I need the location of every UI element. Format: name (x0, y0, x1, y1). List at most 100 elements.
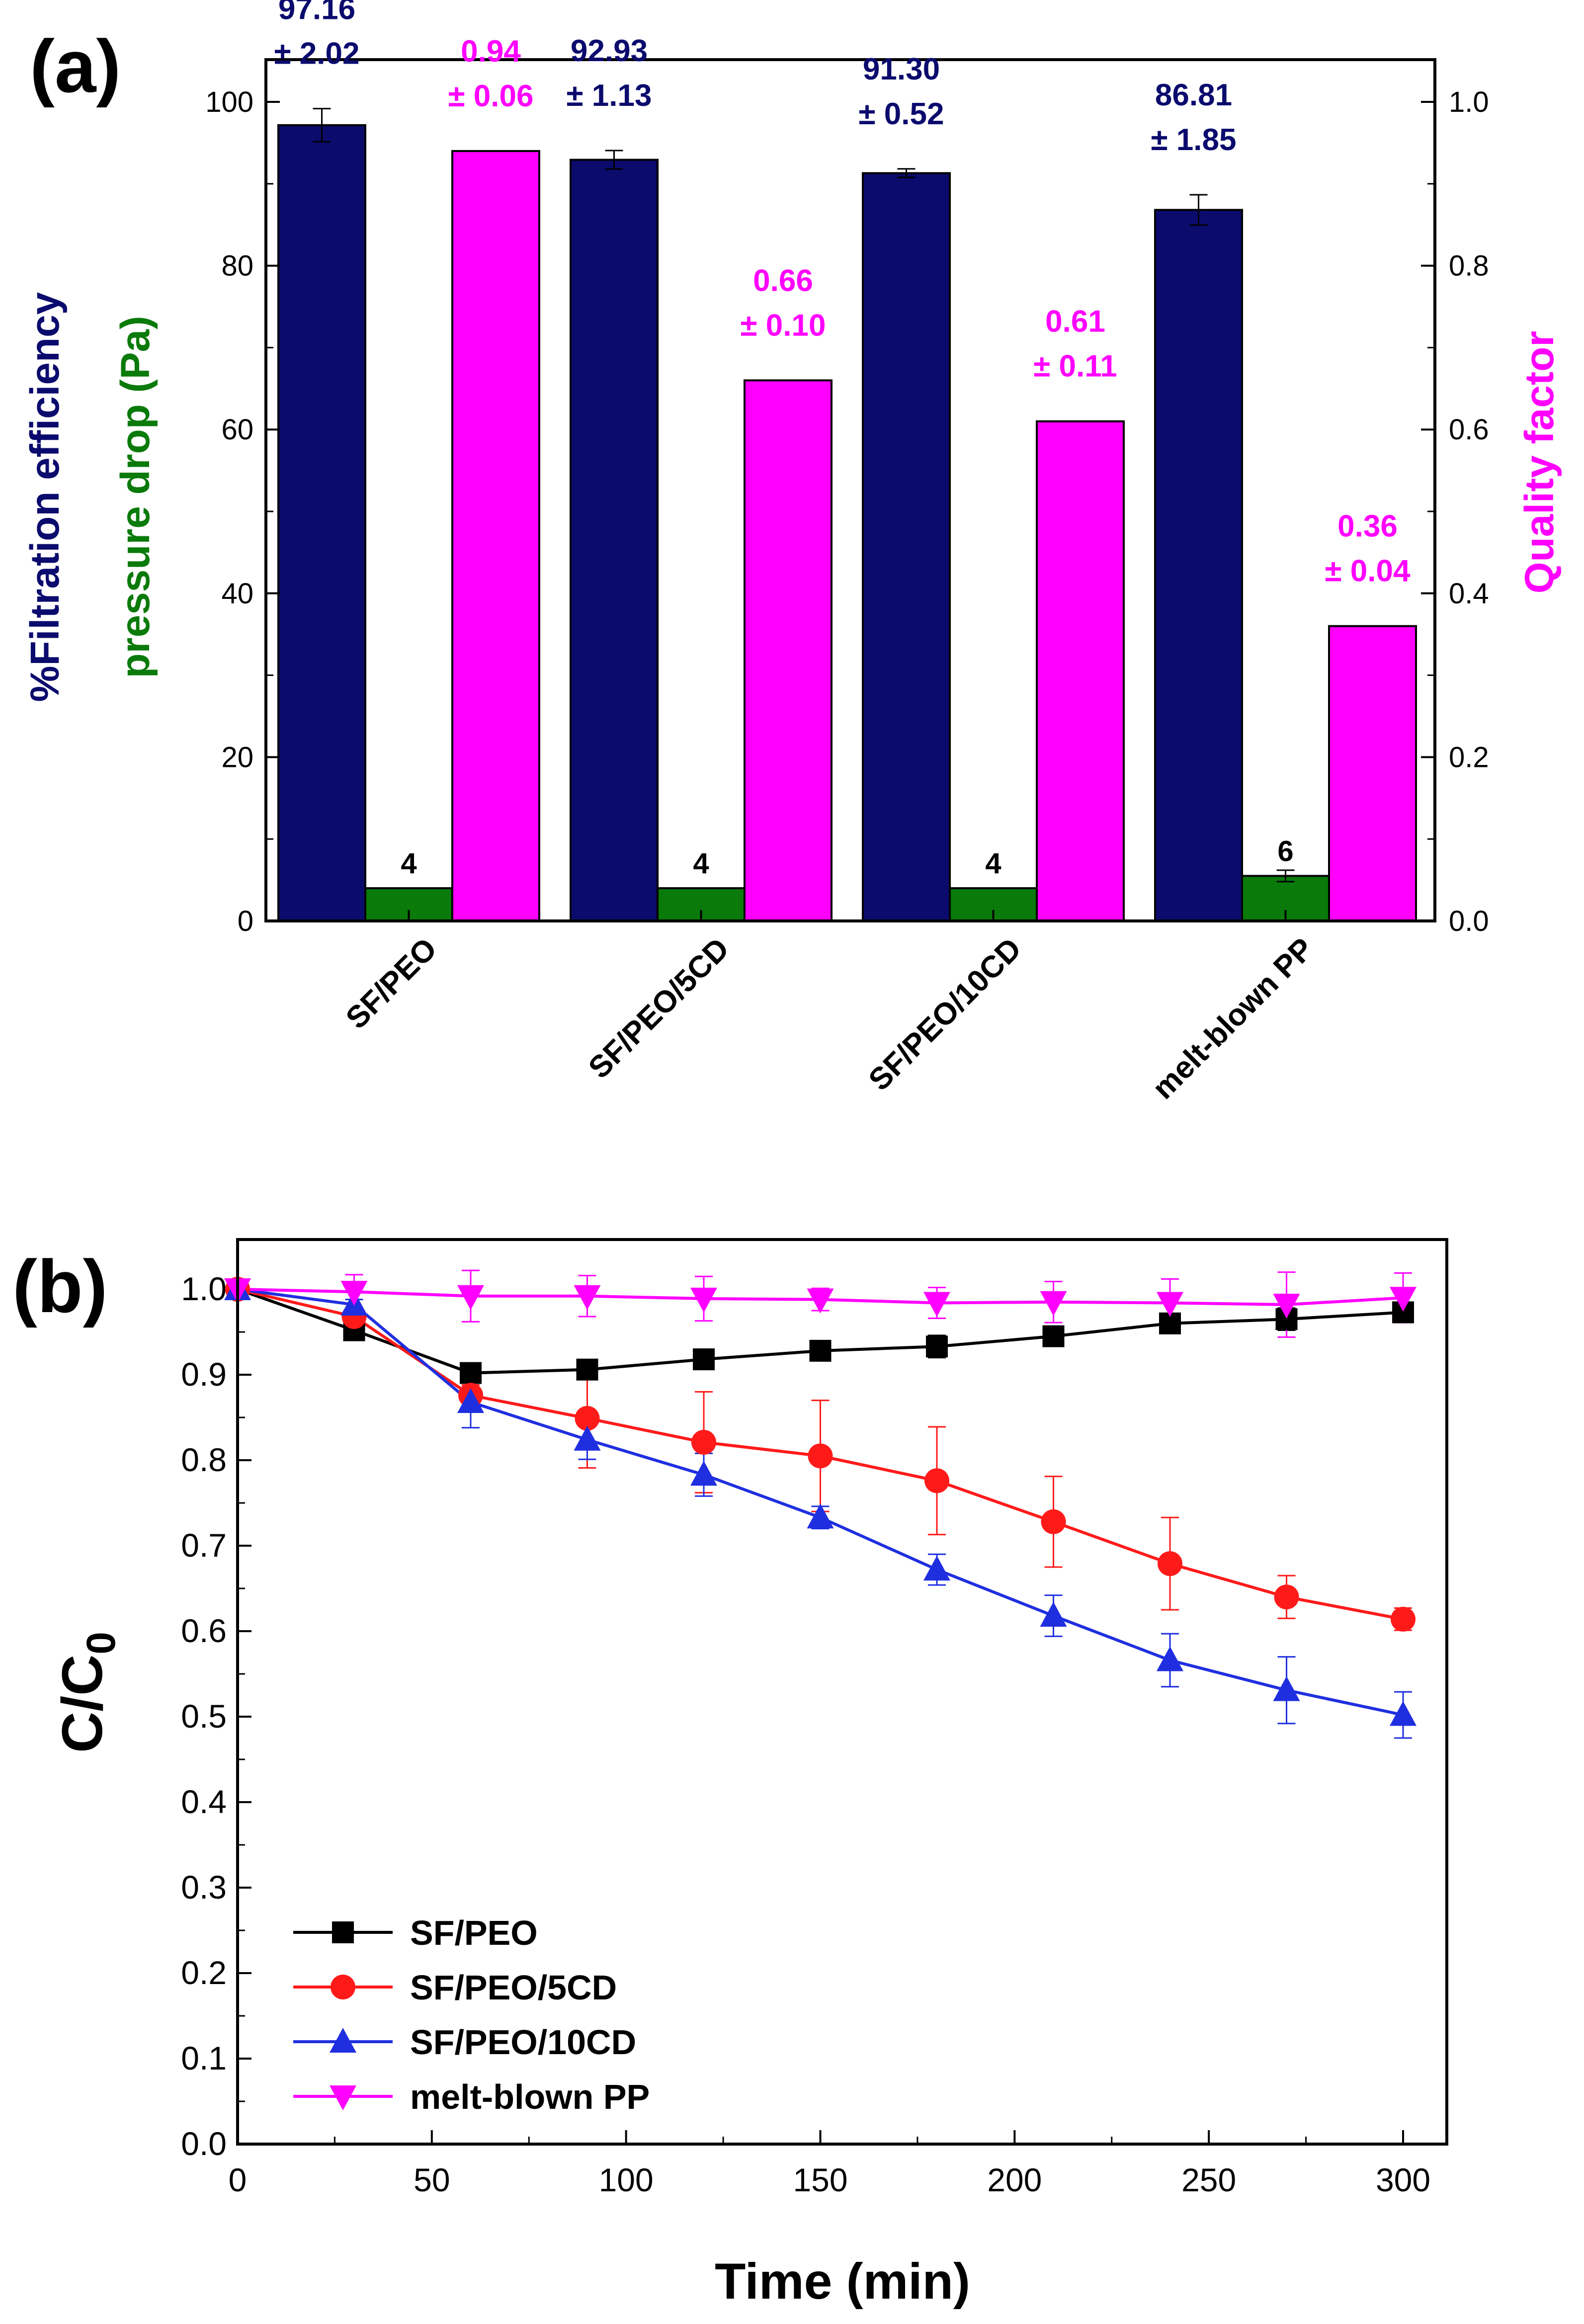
label-value-filtration-efficiency-sf-peo-5cd: 92.93 (571, 34, 648, 68)
panel-a-ylabel-quality: Quality factor (1517, 331, 1562, 594)
panel-a-error-bars (313, 108, 1295, 883)
marker-sf-peo-10cd-t180 (923, 1556, 950, 1581)
panel-a-bars (277, 124, 1417, 922)
x-tick-label-150: 150 (793, 2161, 847, 2198)
left-tick-label-40: 40 (221, 578, 253, 610)
right-tick-label-0.2: 0.2 (1449, 741, 1489, 773)
panel-b-legend: SF/PEO SF/PEO/5CD SF/PEO/10CD melt-blown PP (293, 1913, 650, 2116)
category-label-sf-peo-5cd: SF/PEO/5CD (582, 931, 736, 1085)
marker-melt-blown-pp-t300 (1390, 1287, 1417, 1312)
x-tick-label-100: 100 (599, 2161, 654, 2198)
label-value-quality-factor-melt-blown-pp: 0.36 (1337, 509, 1398, 544)
marker-sf-peo-5cd-t150 (808, 1443, 833, 1469)
marker-melt-blown-pp-t120 (690, 1287, 717, 1313)
label-error-quality-factor-melt-blown-pp: ± 0.04 (1325, 554, 1411, 588)
label-error-filtration-efficiency-sf-peo-10cd: ± 0.52 (859, 97, 944, 131)
label-error-quality-factor-sf-peo-5cd: ± 0.10 (741, 308, 826, 342)
y-tick-label-1.0: 1.0 (181, 1270, 227, 1307)
bar-filtration-efficiency-melt-blown-pp (1154, 209, 1243, 922)
y-tick-label-0.7: 0.7 (181, 1527, 227, 1564)
y-tick-label-0.6: 0.6 (181, 1612, 227, 1649)
panel-a-label: (a) (30, 24, 121, 108)
label-value-quality-factor-sf-peo-5cd: 0.66 (753, 263, 813, 298)
panel-a-x-tick-marks (408, 910, 1287, 921)
bar-quality-factor-sf-peo-10cd (1036, 420, 1125, 922)
panel-a-bar-chart: (a) 0 20 40 60 80 100 0.0 0.2 0.4 0.6 0.8 1.0 97.1… (22, 0, 1562, 1106)
y-tick-label-0.9: 0.9 (181, 1356, 227, 1393)
right-tick-label-1.0: 1.0 (1449, 86, 1489, 118)
marker-sf-peo-10cd-t60 (457, 1388, 484, 1413)
y-tick-label-0.0: 0.0 (181, 2125, 227, 2162)
label-value-quality-factor-sf-peo-10cd: 0.61 (1045, 305, 1105, 339)
marker-sf-peo-10cd-t120 (690, 1461, 717, 1486)
label-pressure-sf-peo-10cd: 4 (985, 847, 1001, 880)
bar-filtration-efficiency-sf-peo-10cd (862, 172, 951, 922)
marker-melt-blown-pp-t150 (807, 1288, 834, 1314)
label-value-quality-factor-sf-peo: 0.94 (461, 34, 521, 69)
category-label-sf-peo-10cd: SF/PEO/10CD (862, 931, 1028, 1097)
panel-b-ylabel: C/C0 (51, 1632, 124, 1753)
marker-melt-blown-pp-t180 (923, 1292, 950, 1317)
label-error-quality-factor-sf-peo-10cd: ± 0.11 (1033, 349, 1117, 384)
panel-a-ylabel-filtration: %Filtration efficiency (22, 292, 68, 702)
panel-b-markers (224, 1275, 1417, 1726)
panel-b-axes: 0 50 100 150 200 250 300 0.0 0.1 0.2 0.3 0.4 0.5 0.6 0… (181, 1270, 1430, 2198)
marker-sf-peo-t150 (809, 1339, 832, 1362)
marker-sf-peo-10cd-t90 (574, 1425, 601, 1451)
panel-b-line-chart: (b) 0 50 100 150 200 250 300 0.0 0.1 0.2 0.3 0.4 0.5… (12, 1238, 1448, 2310)
y-tick-label-0.2: 0.2 (181, 1954, 227, 1991)
x-tick-label-300: 300 (1376, 2161, 1430, 2198)
y-tick-label-0.5: 0.5 (181, 1698, 227, 1735)
right-tick-label-0.8: 0.8 (1449, 250, 1489, 282)
bar-filtration-efficiency-sf-peo-5cd (570, 159, 659, 922)
panel-b-ylabel-main: C/C (51, 1655, 114, 1753)
marker-sf-peo-t120 (693, 1348, 715, 1371)
x-tick-label-200: 200 (987, 2161, 1042, 2198)
legend-marker-sf-peo (332, 1921, 354, 1943)
bar-quality-factor-sf-peo-5cd (744, 379, 833, 922)
panel-a-category-labels: SF/PEO SF/PEO/5CD SF/PEO/10CD melt-blown PP (339, 931, 1321, 1106)
right-tick-label-0.4: 0.4 (1449, 578, 1489, 610)
bar-quality-factor-melt-blown-pp (1328, 625, 1417, 922)
marker-sf-peo-5cd-t240 (1158, 1551, 1182, 1577)
marker-sf-peo-5cd-t210 (1041, 1509, 1066, 1534)
marker-sf-peo-10cd-t240 (1157, 1646, 1183, 1671)
marker-melt-blown-pp-t60 (457, 1285, 484, 1310)
legend-marker-sf-peo-10cd (330, 2028, 356, 2053)
right-tick-label-0.6: 0.6 (1449, 414, 1489, 446)
marker-sf-peo-5cd-t180 (924, 1468, 949, 1494)
marker-sf-peo-5cd-t90 (575, 1406, 600, 1431)
legend-marker-melt-blown-pp (330, 2085, 356, 2110)
panel-b-xlabel: Time (min) (715, 2253, 970, 2310)
y-tick-label-0.3: 0.3 (181, 1869, 227, 1906)
marker-melt-blown-pp-t90 (574, 1285, 601, 1310)
label-value-filtration-efficiency-sf-peo: 97.16 (278, 0, 355, 26)
marker-sf-peo-t210 (1042, 1325, 1065, 1347)
marker-sf-peo-5cd-t300 (1391, 1606, 1416, 1632)
legend-label-sf-peo: SF/PEO (410, 1913, 538, 1952)
panel-a-ylabel-pressure: pressure drop (Pa) (113, 316, 158, 678)
label-pressure-melt-blown-pp: 6 (1277, 835, 1293, 867)
x-tick-label-0: 0 (229, 2161, 247, 2198)
marker-melt-blown-pp-t210 (1040, 1291, 1067, 1316)
panel-a-data-labels: 97.16 ± 2.02 4 0.94 ± 0.06 92.93 ± 1.13 4 0.66 ± … (274, 0, 1411, 880)
y-tick-label-0.1: 0.1 (181, 2040, 227, 2076)
bar-filtration-efficiency-sf-peo (277, 124, 366, 922)
panel-b-error-bars (345, 1269, 1412, 1739)
legend-label-sf-peo-10cd: SF/PEO/10CD (410, 2023, 636, 2062)
right-tick-label-0.0: 0.0 (1449, 905, 1489, 937)
category-label-melt-blown-pp: melt-blown PP (1146, 931, 1321, 1106)
label-error-filtration-efficiency-sf-peo: ± 2.02 (274, 37, 360, 71)
x-tick-label-50: 50 (414, 2161, 450, 2198)
left-tick-label-0: 0 (238, 905, 253, 937)
category-label-sf-peo: SF/PEO (339, 931, 444, 1036)
x-tick-label-250: 250 (1181, 2161, 1236, 2198)
panel-a-plot-frame (264, 58, 1436, 922)
marker-sf-peo-10cd-t270 (1273, 1676, 1300, 1701)
left-tick-label-80: 80 (221, 250, 253, 282)
panel-b-ylabel-sub: 0 (79, 1632, 124, 1655)
panel-b-label: (b) (12, 1245, 108, 1328)
marker-sf-peo-10cd-t300 (1390, 1701, 1417, 1726)
marker-sf-peo-t180 (926, 1335, 948, 1358)
